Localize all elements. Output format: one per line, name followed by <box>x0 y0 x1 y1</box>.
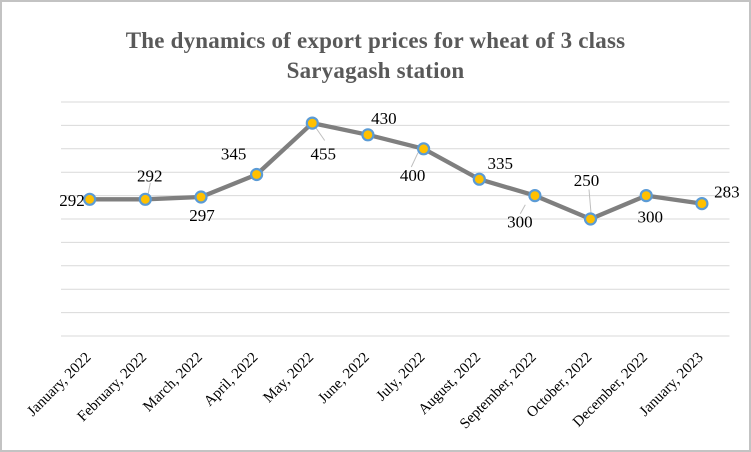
data-label: 292 <box>59 191 85 210</box>
data-label: 292 <box>137 166 163 185</box>
data-point-marker <box>361 128 375 142</box>
data-point-marker <box>417 142 431 156</box>
data-label: 345 <box>221 145 247 164</box>
x-axis-label: June, 2022 <box>315 350 372 407</box>
data-label: 335 <box>488 154 514 173</box>
chart-title-line1: The dynamics of export prices for wheat … <box>125 28 626 53</box>
data-label: 297 <box>189 206 215 225</box>
gridlines <box>61 101 730 337</box>
data-point-marker <box>472 172 486 186</box>
data-point-marker <box>639 189 653 203</box>
x-axis-label: July, 2022 <box>374 350 429 405</box>
chart-title-line2: Saryagash station <box>286 58 465 83</box>
chart-title: The dynamics of export prices for wheat … <box>2 26 749 86</box>
data-point-marker <box>695 197 709 211</box>
data-point-marker <box>528 189 542 203</box>
label-leader-line <box>314 126 326 141</box>
x-axis-label: March, 2022 <box>140 350 206 416</box>
data-label: 300 <box>507 213 533 232</box>
data-label: 283 <box>714 183 740 202</box>
data-label: 400 <box>400 166 426 185</box>
label-leader-line <box>519 204 526 214</box>
data-label: 455 <box>311 145 337 164</box>
x-axis-label: May, 2022 <box>261 350 318 407</box>
data-point-marker <box>194 190 208 204</box>
label-leader-line <box>147 182 151 195</box>
series-line <box>87 120 705 222</box>
data-point-marker <box>138 192 152 206</box>
data-label: 430 <box>371 109 397 128</box>
data-label: 300 <box>637 208 663 227</box>
data-label: 250 <box>574 171 600 190</box>
data-point-marker <box>83 192 97 206</box>
data-point-markers <box>83 116 709 226</box>
data-point-marker <box>250 167 264 182</box>
data-point-marker <box>305 116 319 130</box>
label-leader-lines <box>147 126 592 214</box>
x-axis-label: April, 2022 <box>201 350 261 410</box>
data-labels: 292 292 297 345 455 430 400 335 300 250 300 283 <box>59 109 739 232</box>
label-leader-line <box>410 152 419 168</box>
label-leader-line <box>588 189 592 214</box>
data-point-marker <box>583 212 598 226</box>
